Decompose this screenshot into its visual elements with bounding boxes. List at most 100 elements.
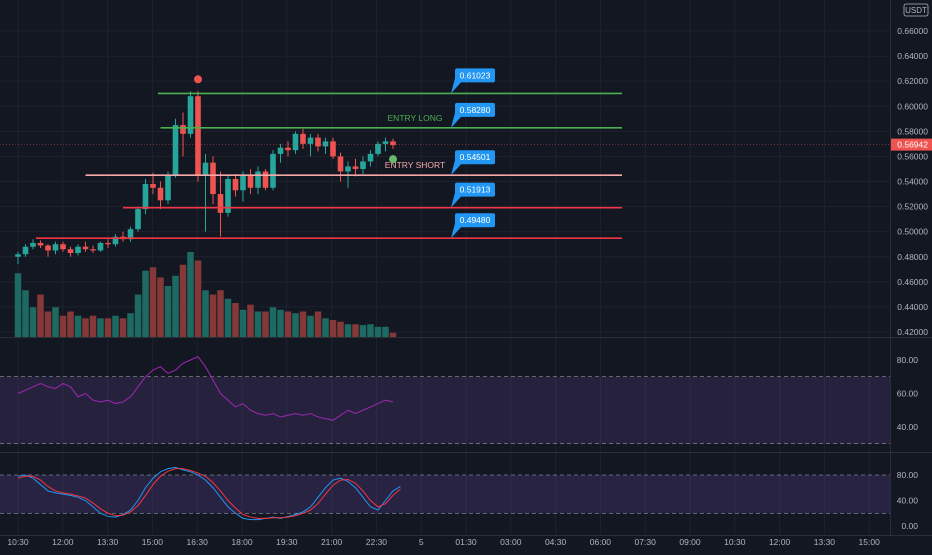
volume-bar — [314, 311, 322, 337]
rsi-line[interactable] — [17, 356, 394, 421]
rsi-band — [0, 376, 890, 444]
candle-body[interactable] — [345, 166, 351, 172]
candle-body[interactable] — [202, 162, 209, 176]
candle-body[interactable] — [30, 242, 36, 247]
level-0-61023-tag[interactable] — [455, 68, 495, 83]
candle-body[interactable] — [352, 166, 359, 169]
candle-body[interactable] — [45, 245, 51, 251]
candle-body[interactable] — [270, 153, 276, 188]
rsi-tick-label: 80.00 — [897, 355, 919, 365]
level-0-54501-tag[interactable] — [455, 150, 495, 165]
levels[interactable]: 0.61023 0.58280 ENTRY LONG 0.54501 ENTRY SHO… — [36, 68, 622, 239]
level-0-58280-tag[interactable] — [455, 102, 495, 117]
time-tick-label: 03:00 — [500, 537, 522, 547]
rsi-panel[interactable] — [0, 356, 890, 445]
volume-bar — [104, 318, 112, 337]
candle-body[interactable] — [195, 96, 201, 176]
stoch-tick-label: 80.00 — [897, 470, 919, 480]
candle-body[interactable] — [180, 125, 186, 134]
rsi-tick-label: 40.00 — [897, 422, 919, 432]
candle-body[interactable] — [382, 141, 389, 144]
candle-body[interactable] — [52, 244, 59, 251]
candle-body[interactable] — [157, 187, 164, 201]
volume-bar — [74, 315, 82, 337]
candle-body[interactable] — [277, 147, 284, 154]
stoch-panel[interactable] — [0, 466, 890, 521]
level-0-49480-tag-label: 0.49480 — [460, 215, 491, 225]
candle-body[interactable] — [37, 242, 44, 246]
volume-bar — [359, 325, 367, 337]
candle-body[interactable] — [390, 141, 396, 146]
candle-body[interactable] — [307, 137, 314, 144]
currency-badge[interactable]: USDT — [903, 3, 929, 17]
candle-body[interactable] — [232, 178, 239, 191]
candle-body[interactable] — [150, 184, 156, 188]
price-tick-label: 0.64000 — [897, 51, 928, 61]
candle-body[interactable] — [300, 133, 306, 144]
candle-body[interactable] — [142, 184, 149, 210]
candle-body[interactable] — [187, 96, 194, 134]
price-tick-label: 0.58000 — [897, 126, 928, 136]
candle-body[interactable] — [262, 171, 269, 188]
volume-bar — [67, 311, 74, 337]
time-axis[interactable]: 10:30 12:00 13:30 15:00 16:30 18:00 19:30 21:00… — [7, 537, 880, 547]
candle-body[interactable] — [60, 244, 66, 250]
current-price-tag[interactable] — [891, 138, 932, 151]
time-tick-label: 06:00 — [590, 537, 612, 547]
candle-body[interactable] — [217, 194, 224, 213]
stoch-d-line[interactable] — [17, 468, 401, 519]
candle-body[interactable] — [337, 156, 344, 172]
candle-body[interactable] — [90, 249, 96, 251]
price-axis[interactable]: 0.66000 0.64000 0.62000 0.60000 0.58000 0.560… — [891, 26, 932, 531]
candle-body[interactable] — [330, 141, 336, 157]
price-tick-label: 0.42000 — [897, 327, 928, 337]
time-tick-label: 10:30 — [724, 537, 746, 547]
candle-body[interactable] — [75, 246, 81, 253]
volume-bar — [29, 307, 37, 337]
candle-body[interactable] — [67, 249, 74, 253]
time-tick-label: 04:30 — [545, 537, 567, 547]
candle-body[interactable] — [15, 254, 21, 257]
candle-body[interactable] — [225, 178, 231, 213]
time-tick-label: 22:30 — [366, 537, 388, 547]
candle-body[interactable] — [322, 141, 329, 147]
candle-body[interactable] — [247, 175, 254, 188]
level-0-51913-tag[interactable] — [455, 182, 495, 197]
candle-body[interactable] — [105, 242, 111, 245]
price-panel[interactable] — [0, 91, 890, 265]
candle-body[interactable] — [315, 137, 321, 147]
candle-body[interactable] — [97, 242, 104, 251]
volume-bar — [37, 294, 44, 337]
candle-body[interactable] — [360, 161, 366, 169]
candle-body[interactable] — [135, 209, 141, 230]
volume-bar — [149, 267, 157, 337]
stoch-k-line[interactable] — [17, 466, 401, 521]
candle-body[interactable] — [375, 143, 381, 154]
level-0-61023-tag-pointer — [451, 78, 461, 94]
buy-signal-dot — [389, 155, 397, 164]
volume-bar — [344, 324, 352, 337]
candle-body[interactable] — [240, 175, 246, 191]
volume-bars — [14, 252, 397, 337]
level-0-49480-tag[interactable] — [455, 213, 495, 228]
candle-body[interactable] — [127, 229, 134, 240]
volume-bar — [299, 311, 307, 337]
volume-bar — [179, 264, 187, 337]
candle-body[interactable] — [292, 133, 299, 151]
price-tick-label: 0.44000 — [897, 302, 928, 312]
volume-bar — [82, 318, 89, 337]
volume-bar — [367, 324, 374, 337]
candle-body[interactable] — [255, 171, 261, 188]
candle-body[interactable] — [172, 125, 179, 176]
candle-body[interactable] — [22, 246, 29, 255]
candle-body[interactable] — [210, 162, 216, 195]
candle-body[interactable] — [165, 175, 171, 201]
candle-body[interactable] — [367, 153, 374, 162]
candle-body[interactable] — [82, 246, 89, 250]
currency-badge-box — [903, 3, 929, 17]
candle-body[interactable] — [285, 147, 291, 151]
candle-body[interactable] — [112, 236, 119, 245]
volume-bar — [157, 277, 164, 337]
